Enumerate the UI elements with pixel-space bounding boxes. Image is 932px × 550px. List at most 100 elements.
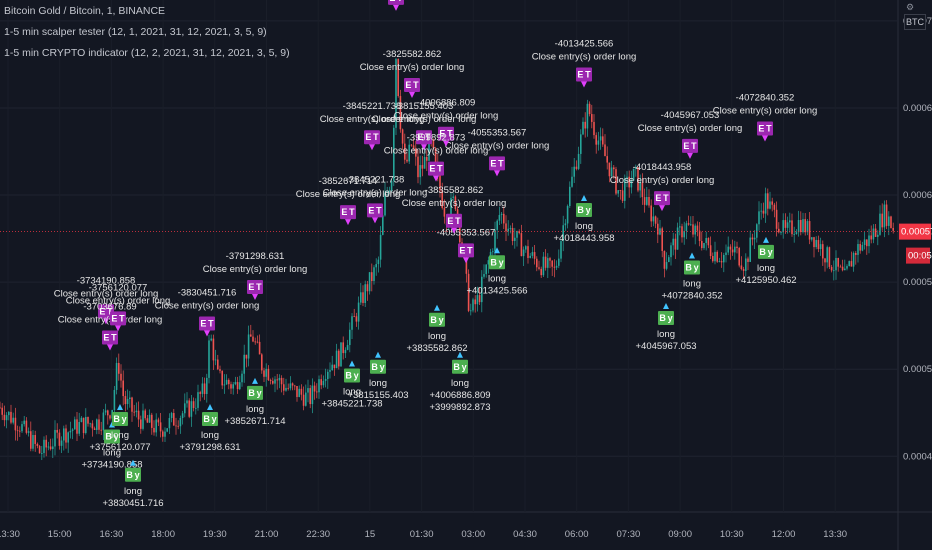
candle-body <box>289 383 292 389</box>
entry-tag <box>658 311 674 326</box>
entry-tag <box>104 429 120 444</box>
indicator-legend[interactable]: 1-5 min CRYPTO indicator (12, 2, 2021, 3… <box>4 47 290 59</box>
candle-body <box>267 368 270 381</box>
candle-body <box>802 219 804 233</box>
candle-body <box>533 252 536 259</box>
candle-body <box>49 446 52 450</box>
symbol-title[interactable]: Bitcoin Gold / Bitcoin, 1, BINANCE <box>4 5 166 17</box>
candle-body <box>283 384 285 391</box>
countdown-badge <box>906 247 930 264</box>
candle-body <box>824 258 826 263</box>
entry-tag-text: B y <box>126 470 139 480</box>
entry-annotation-label: +4072840.352 <box>661 291 722 302</box>
candle-body <box>318 379 320 393</box>
candle-body <box>362 292 364 303</box>
candle-body <box>102 412 105 431</box>
candle-body <box>555 265 558 268</box>
candle-body <box>679 226 681 228</box>
candle-body <box>683 231 685 238</box>
candle-body <box>808 221 811 240</box>
candle-body <box>157 419 160 423</box>
candle-body <box>390 180 393 191</box>
candle-body <box>175 425 177 427</box>
candle-body <box>100 429 102 431</box>
candle-body <box>595 135 597 145</box>
candle-body <box>846 266 848 269</box>
candle-body <box>296 386 298 397</box>
strategy-legend[interactable]: 1-5 min scalper tester (12, 1, 2021, 31,… <box>4 26 267 38</box>
candle-body <box>564 223 567 226</box>
candle-body <box>291 383 294 386</box>
candle-body <box>30 431 32 449</box>
candle-body <box>384 192 386 216</box>
candle-body <box>465 257 468 274</box>
candle-body <box>793 234 795 235</box>
candle-body <box>80 417 83 422</box>
candle-body <box>104 410 107 413</box>
x-tick-label-2: 16:30 <box>100 529 124 540</box>
candle-body <box>857 244 859 255</box>
candle-body <box>371 272 373 282</box>
candle-body <box>256 341 259 343</box>
entry-tag-text: B y <box>105 431 118 441</box>
candle-body <box>716 251 718 262</box>
entry-annotation-label: long <box>111 430 129 441</box>
exit-annotation-label: Close entry(s) order long <box>323 187 428 198</box>
candle-body <box>258 341 261 355</box>
candle-body <box>452 196 454 198</box>
entry-annotation-label: +4006886.809 <box>429 390 490 401</box>
candle-body <box>470 310 472 312</box>
candle-body <box>492 251 494 253</box>
entry-tag-text: B y <box>345 370 358 380</box>
gear-icon[interactable]: ⚙ <box>905 2 915 12</box>
candle-body <box>52 446 54 450</box>
exit-tag <box>388 0 404 5</box>
candle-body <box>758 211 760 225</box>
candle-body <box>714 251 716 262</box>
candle-body <box>338 350 340 367</box>
candle-body <box>789 220 791 223</box>
candle-body <box>364 284 366 303</box>
exit-tag <box>102 330 118 345</box>
entry-tag <box>489 255 505 270</box>
candle-body <box>731 249 734 253</box>
entry-annotation-label: +4125950.462 <box>735 275 796 286</box>
candle-body <box>241 373 243 383</box>
candle-body <box>423 156 426 169</box>
entry-annotation-label: +3852671.714 <box>224 416 285 427</box>
entry-tag <box>344 368 360 383</box>
candle-body <box>16 430 19 432</box>
candle-body <box>643 197 646 205</box>
candle-body <box>617 190 619 194</box>
candle-body <box>514 237 516 242</box>
candle-body <box>780 232 782 234</box>
candle-body <box>632 168 635 181</box>
candle-body <box>223 384 226 386</box>
candle-body <box>14 417 17 431</box>
candle-body <box>861 244 864 251</box>
exit-annotation-label: -4045967.053 <box>661 110 720 121</box>
entry-annotation-label: +3791298.631 <box>179 442 240 453</box>
candle-body <box>450 197 452 219</box>
candle-body <box>577 153 580 169</box>
exit-arrow-icon <box>443 140 449 147</box>
candle-body <box>472 299 474 311</box>
exit-tag <box>110 311 126 326</box>
candle-body <box>628 176 630 188</box>
candle-body <box>760 210 762 212</box>
candle-body <box>635 167 637 169</box>
candle-body <box>859 244 861 251</box>
candle-body <box>344 349 347 354</box>
exit-annotation-label: -3999892.873 <box>407 133 466 144</box>
candle-body <box>531 252 534 256</box>
exit-tag-text: E T <box>429 164 443 174</box>
candle-body <box>217 359 219 370</box>
candle-body <box>21 424 23 432</box>
candle-body <box>516 231 518 238</box>
candle-body <box>474 299 476 305</box>
entry-annotation-label: +3835582.862 <box>406 343 467 354</box>
exit-tag-text: E T <box>341 207 355 217</box>
x-tick-label-4: 19:30 <box>203 529 227 540</box>
candle-body <box>129 397 131 400</box>
